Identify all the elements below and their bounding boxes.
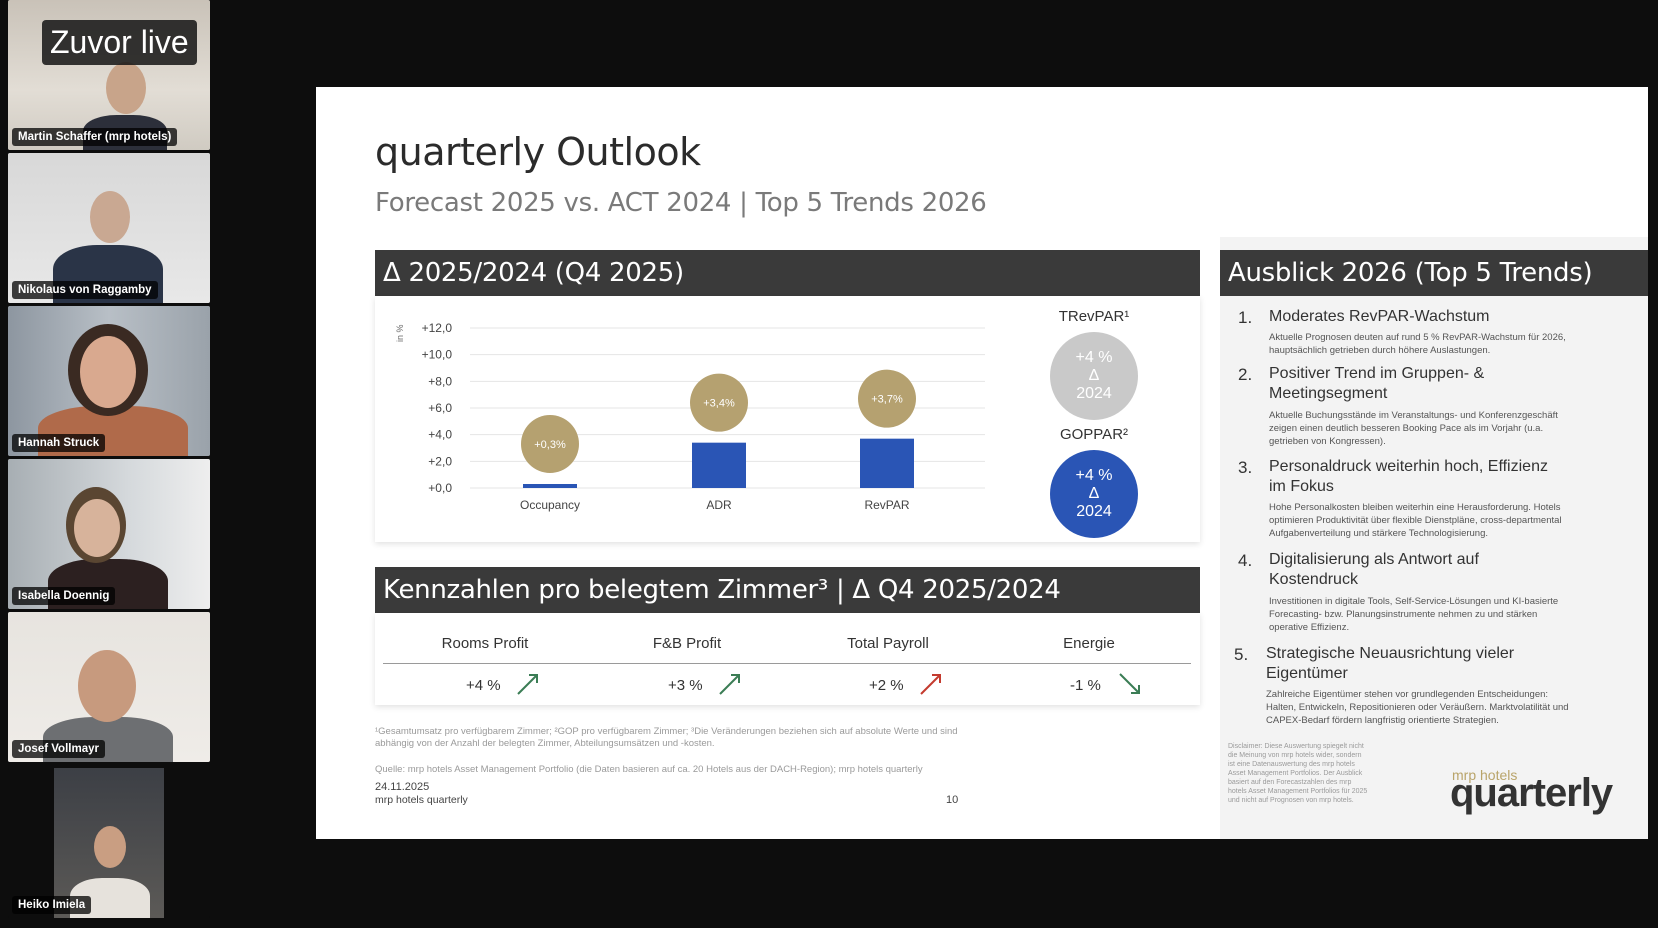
data-label: +3,7% xyxy=(871,394,903,406)
y-tick-label: +4,0 xyxy=(428,428,452,442)
trend-number: 5. xyxy=(1234,645,1249,664)
slide-title: quarterly Outlook xyxy=(375,130,701,174)
kpi-header-fnb-profit: F&B Profit xyxy=(652,635,722,652)
kpi-header-total-payroll: Total Payroll xyxy=(847,635,929,652)
disclaimer-text: Disclaimer: Diese Auswertung spiegelt ni… xyxy=(1228,743,1368,804)
x-category-label: ADR xyxy=(706,498,732,512)
table-divider xyxy=(383,663,1191,664)
person-face xyxy=(94,826,126,868)
page-number: 10 xyxy=(946,794,959,806)
kpi-header-energie: Energie xyxy=(1063,635,1115,652)
goppar-label: GOPPAR² xyxy=(1059,426,1129,443)
trevpar-delta: Δ xyxy=(1088,367,1100,384)
bar xyxy=(692,442,746,488)
trend-text: Hohe Personalkosten bleiben weiterhin ei… xyxy=(1269,502,1562,539)
live-status-badge: Zuvor live xyxy=(42,20,197,65)
participant-tile[interactable]: Josef Vollmayr xyxy=(8,612,210,762)
footnote-line1: ¹Gesamtumsatz pro verfügbarem Zimmer; ²G… xyxy=(375,726,958,737)
trend-title: Positiver Trend im Gruppen- & Meetingseg… xyxy=(1269,365,1485,402)
kpi-value-rooms-profit: +4 % xyxy=(466,677,501,694)
footnote-line2: abhängig von der Anzahl der belegten Zim… xyxy=(375,738,715,749)
chart-banner: Δ 2025/2024 (Q4 2025) xyxy=(375,250,1200,296)
mrp-hotels-logo-text: mrp hotels xyxy=(1452,767,1518,783)
y-tick-label: +2,0 xyxy=(428,454,452,468)
slide-publisher: mrp hotels quarterly xyxy=(375,794,468,806)
data-label-badge xyxy=(690,373,748,432)
trend-number: 3. xyxy=(1238,458,1253,477)
y-tick-label: +8,0 xyxy=(428,374,452,388)
trends-panel xyxy=(1220,237,1648,839)
trend-up-icon xyxy=(517,674,538,695)
data-label-badge xyxy=(858,369,916,428)
x-category-label: RevPAR xyxy=(864,498,909,512)
trend-up-icon xyxy=(719,674,740,695)
data-label-badge xyxy=(521,415,579,473)
participant-tile[interactable]: Nikolaus von Raggamby xyxy=(8,153,210,303)
participant-tile[interactable]: Heiko Imiela xyxy=(8,768,210,918)
bar xyxy=(860,438,914,488)
chart-panel: in % +0,0 +2,0 +4,0 +6,0 +8,0 +10,0 +12,0 +0,3% O… xyxy=(375,296,1200,542)
person-face xyxy=(74,499,120,557)
y-tick-label: +10,0 xyxy=(422,348,453,362)
trends-banner: Ausblick 2026 (Top 5 Trends) xyxy=(1220,250,1648,296)
x-category-label: Occupancy xyxy=(520,498,580,512)
participant-name: Isabella Doennig xyxy=(12,587,116,605)
goppar-circle: +4 % Δ 2024 xyxy=(1050,450,1138,538)
quarterly-logo: quarterly xyxy=(1450,771,1613,815)
trend-title: Digitalisierung als Antwort auf Kostendr… xyxy=(1269,551,1479,588)
participant-tile[interactable]: Isabella Doennig xyxy=(8,459,210,609)
kpi-value-fnb-profit: +3 % xyxy=(668,677,703,694)
y-axis-label: in % xyxy=(395,324,405,342)
trevpar-year: 2024 xyxy=(1076,385,1112,402)
bar-chart: in % +0,0 +2,0 +4,0 +6,0 +8,0 +10,0 +12,0 +0,3% O… xyxy=(395,321,985,512)
trend-down-icon xyxy=(1119,673,1140,694)
y-tick-label: +12,0 xyxy=(422,321,453,335)
trevpar-label: TRevPAR¹ xyxy=(1058,308,1130,325)
shared-slide: quarterly Outlook Forecast 2025 vs. ACT … xyxy=(316,87,1648,839)
trend-text: Investitionen in digitale Tools, Self-Se… xyxy=(1269,596,1559,633)
goppar-delta: Δ xyxy=(1088,485,1100,502)
slide-subtitle: Forecast 2025 vs. ACT 2024 | Top 5 Trend… xyxy=(375,188,987,218)
y-tick-label: +6,0 xyxy=(428,401,452,415)
trend-text: Aktuelle Prognosen deuten auf rund 5 % R… xyxy=(1269,332,1566,356)
person-face xyxy=(78,650,136,722)
goppar-year: 2024 xyxy=(1076,503,1112,520)
trend-title: Moderates RevPAR-Wachstum xyxy=(1269,308,1490,325)
data-label: +0,3% xyxy=(534,439,566,451)
trend-up-red-icon xyxy=(920,674,941,695)
person-face xyxy=(90,191,130,243)
participant-name: Nikolaus von Raggamby xyxy=(12,281,158,299)
trend-number: 4. xyxy=(1238,551,1253,570)
participant-sidebar: Martin Schaffer (mrp hotels) Nikolaus vo… xyxy=(0,0,218,928)
trevpar-value: +4 % xyxy=(1075,349,1113,366)
data-label: +3,4% xyxy=(703,398,735,410)
trend-text: Aktuelle Buchungsstände im Veranstaltung… xyxy=(1269,410,1558,447)
participant-name: Heiko Imiela xyxy=(12,896,92,914)
bar xyxy=(523,484,577,488)
participant-name: Hannah Struck xyxy=(12,434,106,452)
participant-name: Martin Schaffer (mrp hotels) xyxy=(12,128,178,146)
trend-number: 2. xyxy=(1238,365,1253,384)
kpi-header-rooms-profit: Rooms Profit xyxy=(441,635,529,652)
trend-title: Strategische Neuausrichtung vieler Eigen… xyxy=(1266,645,1515,682)
trend-number: 1. xyxy=(1238,308,1253,327)
slide-date: 24.11.2025 xyxy=(375,781,430,793)
goppar-value: +4 % xyxy=(1075,467,1113,484)
source-note: Quelle: mrp hotels Asset Management Port… xyxy=(375,764,923,775)
person-face xyxy=(106,62,146,114)
trevpar-circle: +4 % Δ 2024 xyxy=(1050,332,1138,420)
trend-text: Zahlreiche Eigentümer stehen vor grundle… xyxy=(1266,689,1569,726)
kpi-banner: Kennzahlen pro belegtem Zimmer³ | Δ Q4 2… xyxy=(375,567,1200,613)
participant-name: Josef Vollmayr xyxy=(12,740,105,758)
participant-tile[interactable]: Hannah Struck xyxy=(8,306,210,456)
kpi-value-total-payroll: +2 % xyxy=(869,677,904,694)
kpi-table: Rooms Profit F&B Profit Total Payroll En… xyxy=(375,613,1200,705)
y-tick-label: +0,0 xyxy=(428,481,452,495)
kpi-value-energie: -1 % xyxy=(1070,677,1101,694)
person-face xyxy=(80,336,136,408)
trend-title: Personaldruck weiterhin hoch, Effizienz … xyxy=(1269,458,1548,495)
